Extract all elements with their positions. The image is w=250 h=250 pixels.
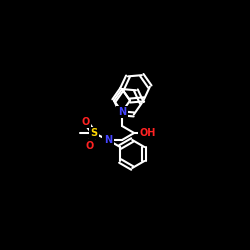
Text: N: N <box>118 107 126 117</box>
Text: OH: OH <box>140 128 156 138</box>
Text: N: N <box>104 135 112 145</box>
Text: S: S <box>90 128 98 138</box>
Text: O: O <box>82 117 90 127</box>
Text: O: O <box>86 140 94 150</box>
